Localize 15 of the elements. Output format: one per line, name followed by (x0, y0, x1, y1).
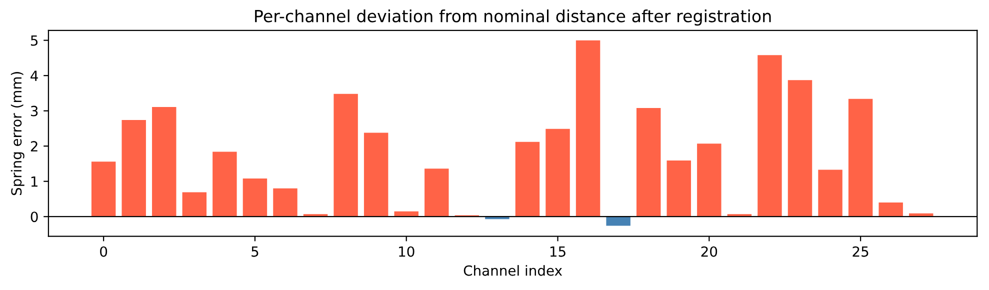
chart-title: Per-channel deviation from nominal distance after registration (255, 9, 771, 26)
y-tick-label: 1 (31, 176, 38, 187)
x-tick-label: 10 (399, 246, 414, 257)
x-tick-label: 5 (252, 246, 258, 257)
y-tick-label: 3 (30, 106, 38, 116)
x-tick-label: 15 (550, 246, 566, 257)
y-tick-label: 0 (30, 212, 38, 222)
y-tick-label: 5 (30, 35, 38, 46)
y-tick-label: 2 (30, 141, 38, 152)
y-tick-label: 4 (30, 70, 38, 81)
x-tick-label: 20 (701, 246, 718, 257)
y-axis-title: Spring error (mm) (10, 72, 24, 196)
x-tick-label: 0 (100, 246, 108, 257)
x-axis-title: Channel index (464, 265, 562, 276)
x-tick-label: 25 (852, 246, 868, 257)
